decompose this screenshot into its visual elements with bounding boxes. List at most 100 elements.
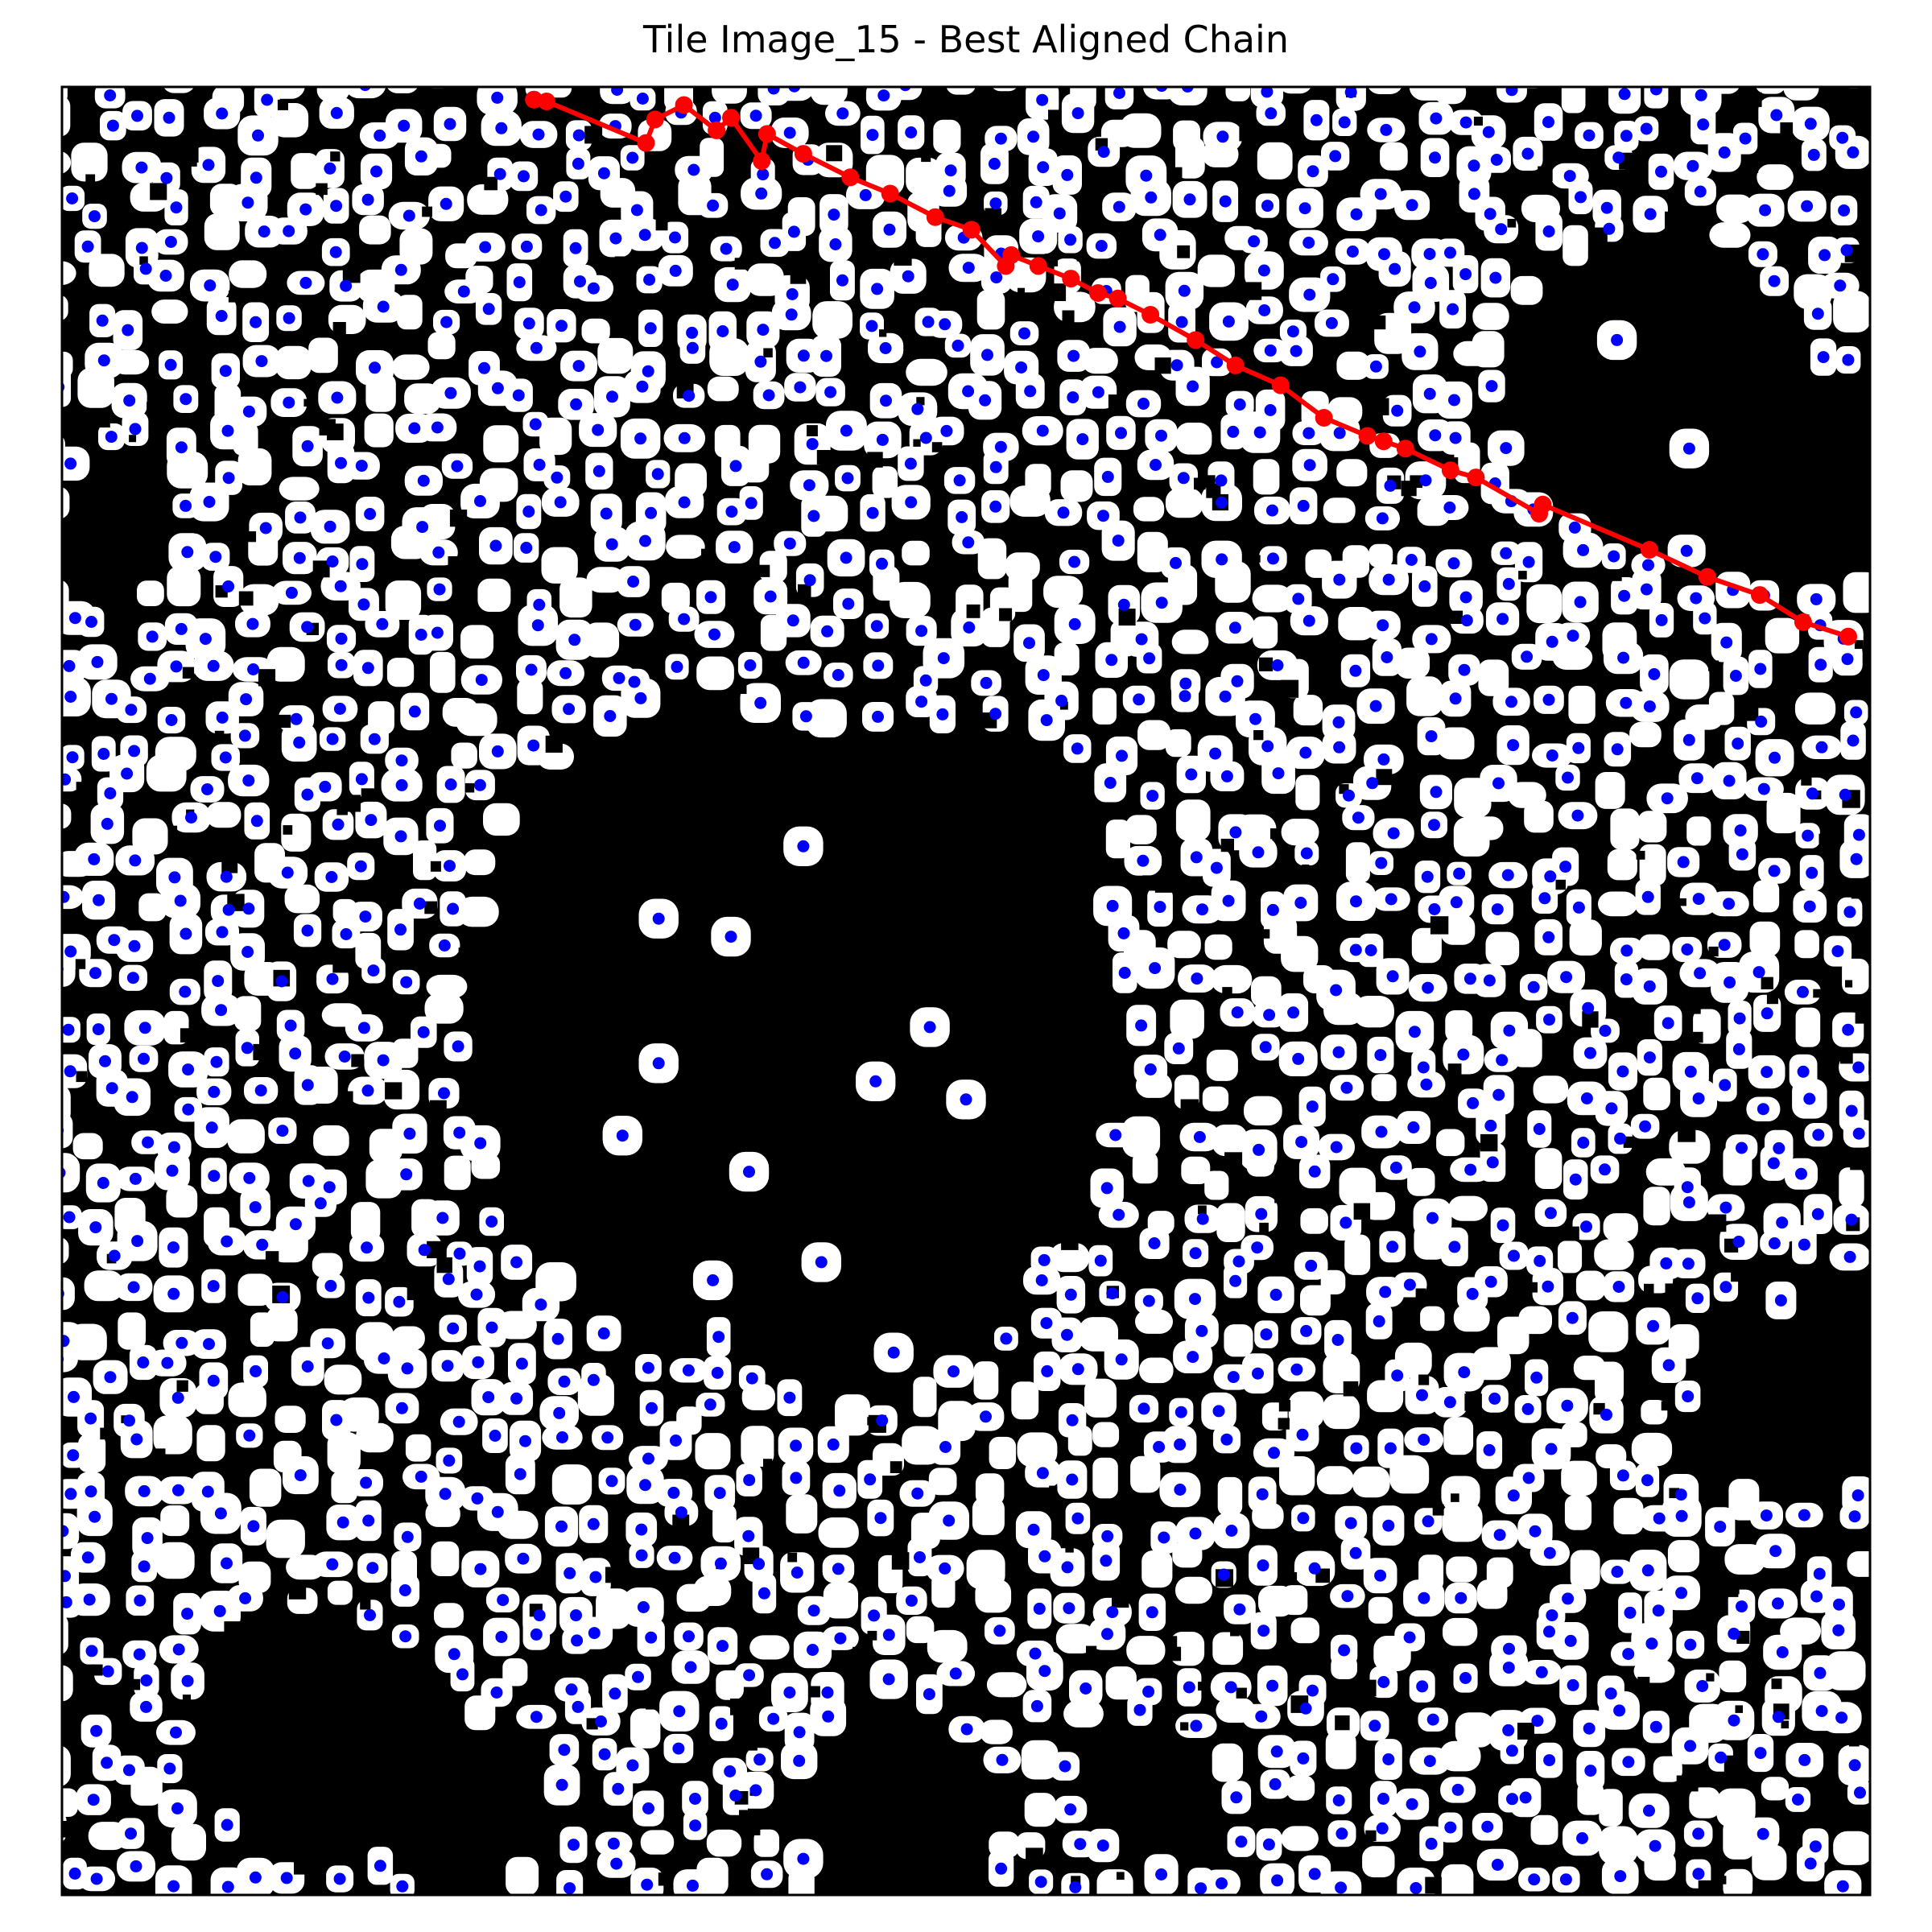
centroid-dot: [1286, 325, 1299, 338]
foreground-cell: [1472, 331, 1505, 368]
foreground-cell: [129, 60, 157, 87]
centroid-dot: [1572, 901, 1585, 914]
centroid-dot: [767, 1712, 780, 1725]
centroid-dot: [1662, 1359, 1675, 1372]
background-hole: [1278, 1418, 1290, 1430]
foreground-cell: [818, 1517, 859, 1548]
centroid-dot: [1271, 1874, 1284, 1887]
centroid-dot: [175, 1336, 188, 1349]
background-hole: [342, 265, 361, 283]
centroid-dot: [205, 1121, 218, 1134]
centroid-dot: [1544, 1207, 1557, 1220]
foreground-cell: [308, 337, 338, 374]
foreground-cell: [249, 1468, 282, 1507]
centroid-dot: [1041, 1364, 1054, 1377]
centroid-dot: [749, 1784, 762, 1797]
centroid-dot: [1500, 547, 1513, 559]
centroid-dot: [1380, 123, 1393, 136]
centroid-dot: [1376, 1822, 1389, 1835]
centroid-dot: [1655, 165, 1667, 178]
centroid-dot: [1420, 1078, 1433, 1091]
centroid-dot: [632, 1670, 644, 1683]
centroid-dot: [743, 1669, 756, 1682]
background-hole: [182, 667, 195, 679]
centroid-dot: [597, 1327, 610, 1340]
centroid-dot: [104, 89, 117, 101]
centroid-dot: [215, 1004, 228, 1017]
centroid-dot: [1178, 284, 1191, 297]
centroid-dot: [1503, 1642, 1515, 1655]
background-hole: [1661, 1401, 1671, 1411]
centroid-dot: [1798, 1753, 1811, 1766]
centroid-dot: [1840, 244, 1853, 257]
background-hole: [95, 412, 110, 428]
centroid-dot: [1495, 223, 1508, 236]
centroid-dot: [1300, 1324, 1313, 1337]
centroid-dot: [1528, 1873, 1541, 1886]
centroid-dot: [1303, 288, 1316, 301]
foreground-cell: [1345, 842, 1370, 883]
centroid-dot: [761, 1868, 774, 1880]
centroid-dot: [1423, 248, 1436, 260]
foreground-cell: [365, 373, 396, 412]
background-hole: [214, 730, 225, 741]
centroid-dot: [1534, 1254, 1546, 1267]
centroid-dot: [301, 1360, 314, 1373]
centroid-dot: [1543, 1546, 1556, 1559]
centroid-dot: [182, 1063, 195, 1076]
background-hole: [168, 825, 178, 835]
centroid-dot: [123, 394, 136, 407]
centroid-dot: [275, 975, 288, 988]
centroid-dot: [762, 389, 775, 402]
foreground-cell: [1594, 1239, 1634, 1270]
background-hole: [1359, 1679, 1377, 1697]
foreground-cell: [266, 646, 305, 682]
centroid-dot: [743, 1474, 756, 1487]
foreground-cell: [1202, 141, 1239, 167]
background-hole: [1108, 394, 1125, 411]
foreground-cell: [327, 1432, 361, 1474]
centroid-dot: [91, 655, 104, 668]
background-hole: [894, 247, 912, 266]
background-hole: [1062, 310, 1075, 323]
foreground-cell: [1362, 1191, 1396, 1220]
centroid-dot: [1542, 693, 1555, 706]
centroid-dot: [1496, 613, 1509, 625]
centroid-dot: [1105, 654, 1118, 667]
centroid-dot: [956, 510, 968, 523]
centroid-dot: [416, 521, 429, 534]
centroid-dot: [1037, 669, 1050, 682]
centroid-dot: [105, 431, 118, 444]
centroid-dot: [491, 1505, 504, 1518]
centroid-dot: [1535, 1666, 1548, 1678]
foreground-cell: [1599, 1826, 1638, 1865]
centroid-dot: [626, 1759, 639, 1772]
centroid-dot: [1142, 1685, 1155, 1698]
centroid-dot: [335, 658, 348, 671]
centroid-dot: [394, 263, 407, 276]
foreground-cell: [739, 450, 770, 483]
centroid-dot: [440, 197, 452, 210]
background-hole: [1851, 883, 1868, 899]
background-hole: [1731, 1265, 1748, 1282]
centroid-dot: [1195, 1324, 1208, 1337]
centroid-dot: [284, 1019, 297, 1032]
foreground-cell: [62, 1513, 80, 1550]
centroid-dot: [444, 860, 456, 873]
centroid-dot: [821, 1686, 834, 1699]
centroid-dot: [1224, 1681, 1237, 1694]
background-hole: [288, 1582, 307, 1600]
centroid-dot: [1375, 857, 1388, 869]
centroid-dot: [330, 200, 343, 213]
background-hole: [1270, 828, 1282, 840]
centroid-dot: [1675, 1587, 1688, 1600]
centroid-dot: [1448, 1241, 1461, 1253]
centroid-dot: [510, 1256, 523, 1269]
centroid-dot: [1852, 1489, 1864, 1502]
background-hole: [1451, 1493, 1459, 1502]
foreground-cell: [350, 1202, 381, 1243]
centroid-dot: [629, 618, 642, 631]
foreground-cell: [1766, 792, 1801, 834]
centroid-dot: [923, 1688, 935, 1701]
foreground-cell: [693, 1575, 732, 1606]
